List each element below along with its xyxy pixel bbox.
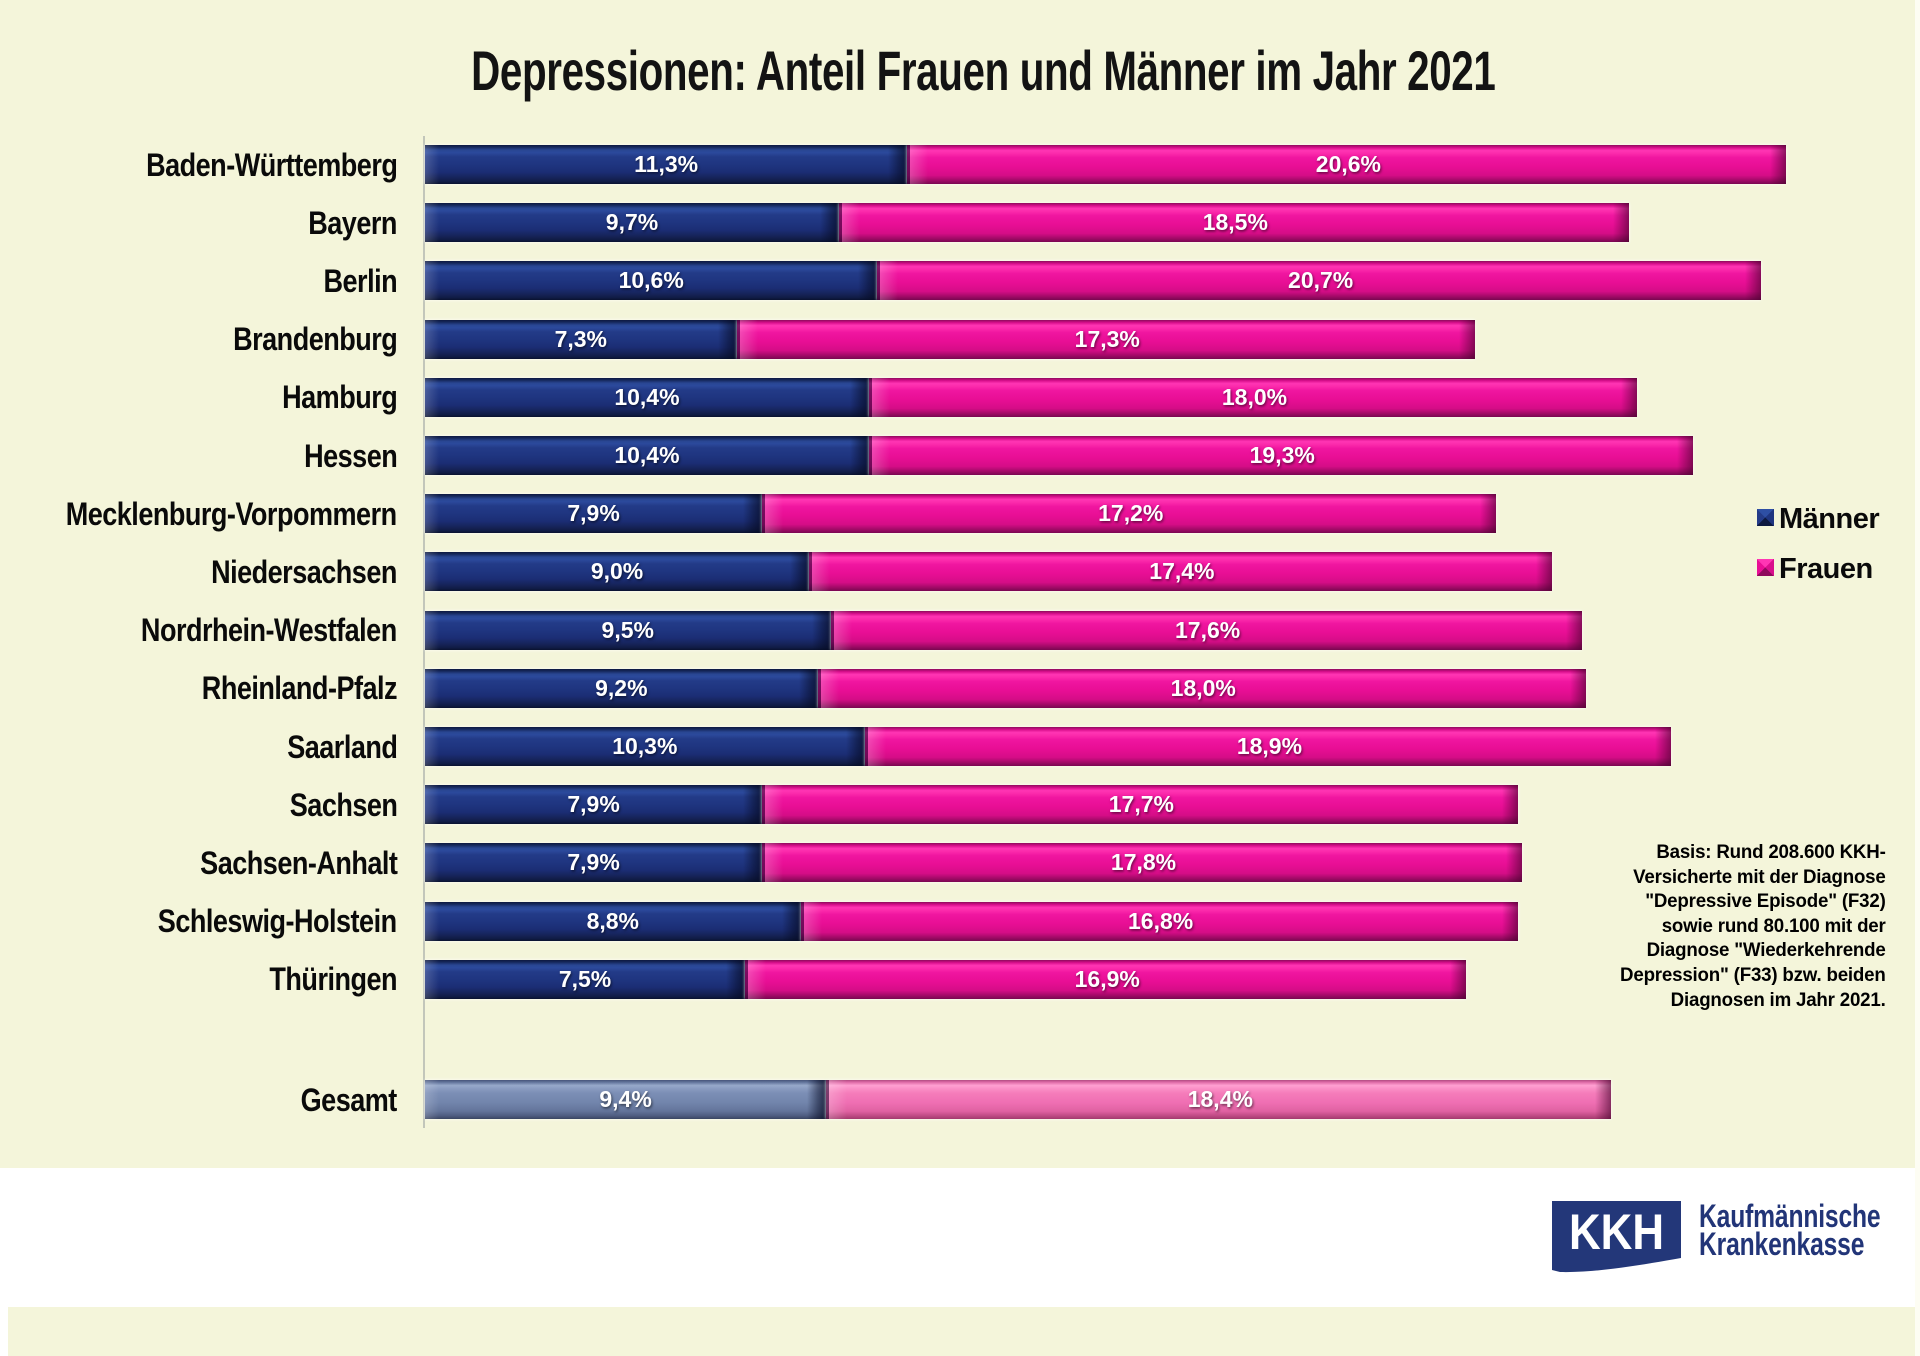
svg-text:KKH: KKH [1569, 1204, 1664, 1260]
